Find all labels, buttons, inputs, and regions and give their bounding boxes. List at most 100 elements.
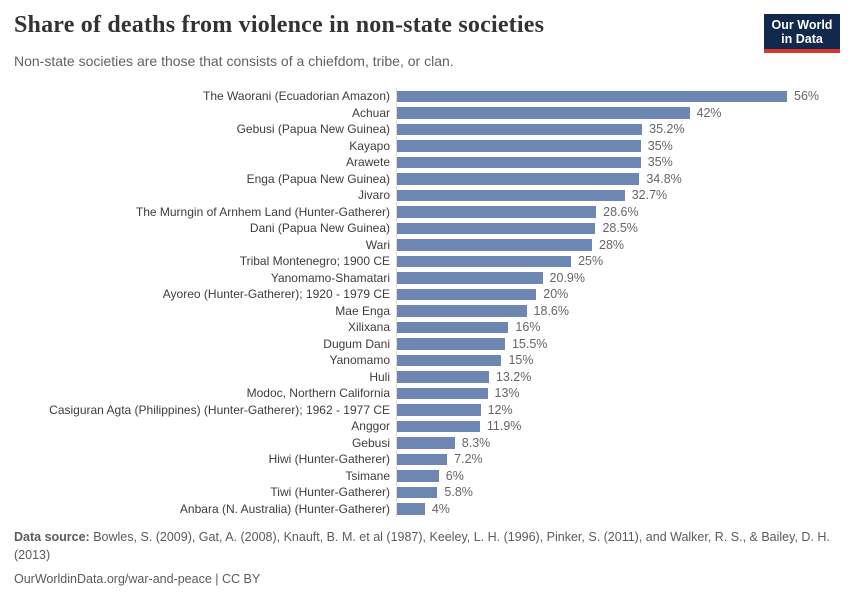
value-label: 5.8% <box>444 485 473 500</box>
bar[interactable] <box>397 371 489 383</box>
value-label: 12% <box>487 402 513 417</box>
bar-rows: The Waorani (Ecuadorian Amazon) 56% Achuar… <box>0 88 850 517</box>
value-label: 28.5% <box>602 221 638 236</box>
bar[interactable] <box>397 503 425 515</box>
bar-chart: The Waorani (Ecuadorian Amazon) 56% Achuar… <box>0 88 850 517</box>
bar-row: The Murngin of Arnhem Land (Hunter-Gathe… <box>0 204 850 221</box>
bar-track: 4% <box>397 501 850 518</box>
bar[interactable] <box>397 272 543 284</box>
bar-row: Arawete 35% <box>0 154 850 171</box>
bar-row: Xilixana 16% <box>0 319 850 336</box>
owid-logo[interactable]: Our World in Data <box>764 14 840 53</box>
bar-track: 56% <box>397 88 850 105</box>
bar[interactable] <box>397 453 448 465</box>
bar-track: 15% <box>397 352 850 369</box>
category-label: Anggor <box>351 419 390 434</box>
category-label: Tiwi (Hunter-Gatherer) <box>270 485 390 500</box>
value-label: 8.3% <box>461 435 491 450</box>
value-label: 56% <box>794 89 820 104</box>
category-label: Tribal Montenegro; 1900 CE <box>239 254 390 269</box>
category-label: Achuar <box>351 105 390 120</box>
bar-track: 13.2% <box>397 369 850 386</box>
page-title: Share of deaths from violence in non-sta… <box>14 12 545 38</box>
bar-row: Yanomamo 15% <box>0 352 850 369</box>
bar-track: 7.2% <box>397 451 850 468</box>
category-label: Huli <box>369 369 390 384</box>
category-label: Anbara (N. Australia) (Hunter-Gatherer) <box>179 501 390 516</box>
category-label: Hiwi (Hunter-Gatherer) <box>268 452 390 467</box>
bar[interactable] <box>397 222 596 234</box>
bar[interactable] <box>397 387 488 399</box>
bar[interactable] <box>397 470 439 482</box>
data-source-line: Data source: Bowles, S. (2009), Gat, A. … <box>14 529 832 564</box>
category-label: Casiguran Agta (Philippines) (Hunter-Gat… <box>49 402 390 417</box>
bar[interactable] <box>397 338 505 350</box>
chart-footer: Data source: Bowles, S. (2009), Gat, A. … <box>14 529 832 589</box>
bar-row: Wari 28% <box>0 237 850 254</box>
value-label: 15.5% <box>511 336 548 351</box>
category-label: Dugum Dani <box>323 336 390 351</box>
category-label: The Waorani (Ecuadorian Amazon) <box>203 89 390 104</box>
bar-track: 20.9% <box>397 270 850 287</box>
value-label: 25% <box>578 254 604 269</box>
bar[interactable] <box>397 140 641 152</box>
bar-track: 34.8% <box>397 171 850 188</box>
bar[interactable] <box>397 107 690 119</box>
bar-track: 20% <box>397 286 850 303</box>
category-label: Enga (Papua New Guinea) <box>246 171 390 186</box>
bar-row: Gebusi (Papua New Guinea) 35.2% <box>0 121 850 138</box>
value-label: 28% <box>599 237 625 252</box>
bar[interactable] <box>397 404 481 416</box>
data-source-label: Data source: <box>14 530 90 544</box>
bar-track: 8.3% <box>397 435 850 452</box>
bar[interactable] <box>397 156 641 168</box>
category-label: Jivaro <box>357 188 390 203</box>
bar-track: 15.5% <box>397 336 850 353</box>
bar-row: Casiguran Agta (Philippines) (Hunter-Gat… <box>0 402 850 419</box>
bar[interactable] <box>397 305 527 317</box>
bar-track: 35% <box>397 138 850 155</box>
bar-track: 18.6% <box>397 303 850 320</box>
category-label: Xilixana <box>347 320 390 335</box>
category-label: Dani (Papua New Guinea) <box>249 221 390 236</box>
bar[interactable] <box>397 321 509 333</box>
value-label: 11.9% <box>486 419 522 434</box>
bar[interactable] <box>397 420 480 432</box>
bar-track: 28% <box>397 237 850 254</box>
value-label: 32.7% <box>631 188 668 203</box>
bar-track: 32.7% <box>397 187 850 204</box>
bar[interactable] <box>397 206 597 218</box>
value-label: 34.8% <box>646 171 682 186</box>
value-label: 15% <box>508 353 534 368</box>
bar-row: Tribal Montenegro; 1900 CE 25% <box>0 253 850 270</box>
bar-row: Achuar 42% <box>0 105 850 122</box>
bar-track: 28.6% <box>397 204 850 221</box>
bar-row: Gebusi 8.3% <box>0 435 850 452</box>
bar-row: The Waorani (Ecuadorian Amazon) 56% <box>0 88 850 105</box>
citation-line: OurWorldinData.org/war-and-peace | CC BY <box>14 572 261 586</box>
bar-track: 16% <box>397 319 850 336</box>
bar-track: 35.2% <box>397 121 850 138</box>
bar-track: 13% <box>397 385 850 402</box>
bar-row: Hiwi (Hunter-Gatherer) 7.2% <box>0 451 850 468</box>
value-label: 35.2% <box>649 122 685 137</box>
bar-row: Anbara (N. Australia) (Hunter-Gatherer) 4… <box>0 501 850 518</box>
bar[interactable] <box>397 288 537 300</box>
category-label: Yanomamo-Shamatari <box>270 270 390 285</box>
bar[interactable] <box>397 239 592 251</box>
bar[interactable] <box>397 123 643 135</box>
owid-logo-line2: in Data <box>781 32 823 46</box>
bar-row: Dani (Papua New Guinea) 28.5% <box>0 220 850 237</box>
bar[interactable] <box>397 255 572 267</box>
bar[interactable] <box>397 354 502 366</box>
bar[interactable] <box>397 189 625 201</box>
bar[interactable] <box>397 486 438 498</box>
bar[interactable] <box>397 437 455 449</box>
bar[interactable] <box>397 90 787 102</box>
value-label: 13% <box>494 386 520 401</box>
bar-row: Dugum Dani 15.5% <box>0 336 850 353</box>
bar-track: 11.9% <box>397 418 850 435</box>
value-label: 28.6% <box>603 204 639 219</box>
bar[interactable] <box>397 173 640 185</box>
